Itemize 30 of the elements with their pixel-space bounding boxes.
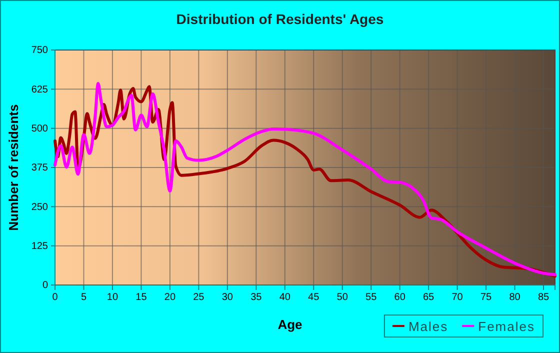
x-tick-label: 80 [509,292,521,304]
x-tick-label: 35 [250,292,262,304]
y-tick-label: 250 [31,202,48,213]
x-tick-label: 65 [423,292,435,304]
x-axis-title: Age [278,317,302,332]
y-tick-label: 625 [31,84,48,96]
x-tick-label: 25 [193,292,205,304]
x-tick-label: 50 [336,292,348,304]
x-tick-label: 20 [164,292,176,304]
y-tick-label: 0 [42,280,48,292]
x-tick-label: 85 [538,292,550,304]
x-tick-label: 40 [279,292,291,304]
x-tick-label: 75 [480,292,492,304]
y-tick-label: 500 [31,124,48,135]
x-tick-label: 10 [106,292,118,304]
y-tick-label: 750 [31,45,48,56]
x-tick-label: 55 [366,292,378,304]
x-tick-label: 60 [394,292,406,304]
x-tick-label: 45 [308,292,320,304]
x-tick-label: 30 [222,292,234,304]
x-tick-label: 5 [80,292,87,304]
y-axis-title: Number of residents [6,104,21,231]
x-tick-label: 0 [52,292,58,304]
x-tick-label: 70 [452,292,464,304]
chart-title: Distribution of Residents' Ages [176,11,384,27]
legend-label: Males [408,319,448,334]
y-tick-label: 125 [31,241,48,252]
x-tick-label: 15 [136,292,148,304]
y-tick-label: 375 [31,162,48,174]
legend-label: Females [478,319,535,334]
